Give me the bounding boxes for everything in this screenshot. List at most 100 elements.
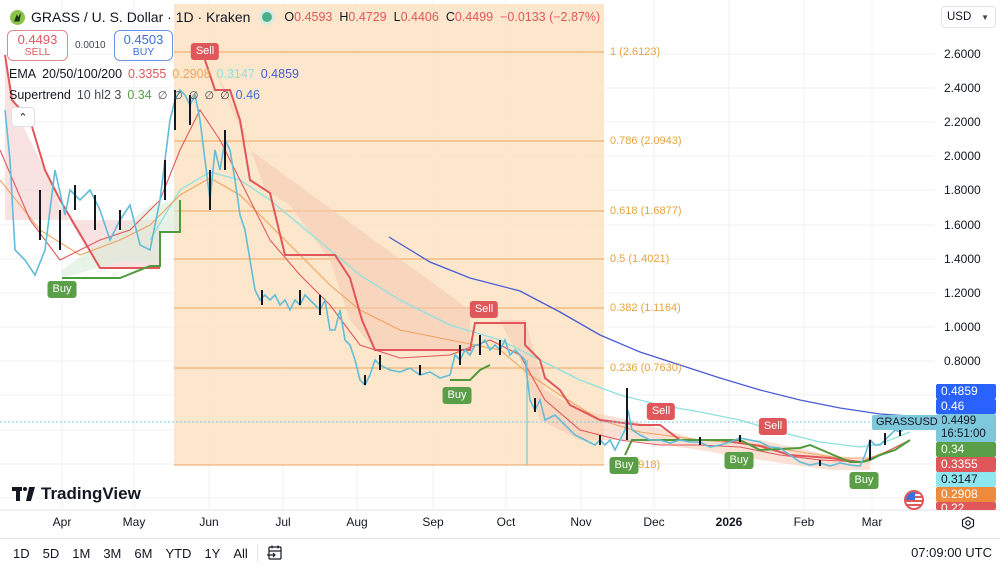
buy-label: BUY — [132, 46, 155, 58]
supertrend-down-line — [4, 54, 160, 269]
ema-50-price-tag: 0.2908 — [936, 487, 996, 502]
x-axis-label: Nov — [570, 515, 592, 529]
price-chart-canvas[interactable] — [0, 0, 1000, 540]
sell-signal: Sell — [646, 403, 676, 420]
ema-100-line — [149, 171, 911, 448]
settings-icon[interactable] — [961, 516, 975, 530]
spread-value: 0.0010 — [75, 40, 106, 51]
ema-50-value: 0.2908 — [172, 67, 211, 81]
toolbar-divider — [256, 544, 258, 562]
ema-50-line — [0, 177, 911, 459]
ema-100-value: 0.3147 — [216, 67, 255, 81]
ema-20-line — [0, 108, 911, 463]
y-axis-label: 1.4000 — [944, 252, 981, 266]
buy-signal: Buy — [724, 452, 754, 469]
ema-20-price-tag: 0.3355 — [936, 457, 996, 472]
ema-200-price-tag: 0.4859 — [936, 384, 996, 399]
fib-label-05: 0.5 (1.4021) — [610, 253, 670, 265]
x-axis-label: Oct — [496, 515, 516, 529]
ema-100-price-tag: 0.3147 — [936, 472, 996, 487]
market-status-icon[interactable] — [262, 12, 273, 22]
null-value-icon: ∅ — [173, 89, 183, 102]
sell-signal: Sell — [190, 43, 220, 60]
range-1m-button[interactable]: 1M — [72, 545, 91, 561]
null-value-icon: ∅ — [220, 89, 230, 102]
tradingview-wordmark: TradingView — [41, 484, 141, 503]
symbol-header: GRASS / U. S. Dollar · 1D · Kraken O0.45… — [10, 6, 600, 28]
y-axis-label: 0.8000 — [944, 354, 981, 368]
buy-signal: Buy — [609, 457, 639, 474]
us-flag-icon[interactable] — [904, 490, 924, 510]
x-axis-label: May — [122, 515, 146, 529]
grass-logo-icon — [10, 9, 25, 25]
sell-signal: Sell — [758, 418, 788, 435]
fib-label-1: 1 (2.6123) — [610, 46, 661, 58]
open-value: 0.4593 — [294, 10, 333, 24]
y-axis-label: 2.0000 — [944, 149, 981, 163]
x-axis-label: Aug — [346, 515, 368, 529]
x-axis-label: Apr — [52, 515, 72, 529]
tradingview-logo-icon — [12, 487, 36, 501]
go-to-date-icon[interactable] — [266, 544, 284, 562]
x-axis-label: Sep — [422, 515, 444, 529]
y-axis-label: 2.2000 — [944, 115, 981, 129]
utc-clock[interactable]: 07:09:00 UTC — [911, 545, 992, 560]
y-axis-label: 2.4000 — [944, 81, 981, 95]
range-ytd-button[interactable]: YTD — [165, 545, 192, 561]
ema-legend[interactable]: EMA 20/50/100/200 0.3355 0.2908 0.3147 0… — [9, 67, 299, 81]
null-value-icon: ∅ — [188, 89, 199, 102]
close-label: C — [445, 10, 455, 24]
buy-button[interactable]: 0.4503 BUY — [114, 30, 173, 61]
supertrend-up-line — [62, 200, 181, 279]
supertrend-name: Supertrend — [9, 88, 71, 102]
high-label: H — [339, 10, 349, 24]
range-3m-button[interactable]: 3M — [103, 545, 122, 561]
x-axis-label: Jul — [275, 515, 291, 529]
ema-params: 20/50/100/200 — [42, 67, 123, 81]
range-all-button[interactable]: All — [233, 545, 248, 561]
symbol-title[interactable]: GRASS / U. S. Dollar · 1D · Kraken — [31, 9, 251, 25]
range-toolbar: 1D 5D 1M 3M 6M YTD 1Y All 07:09:00 UTC — [0, 538, 1000, 567]
ema-200-line — [388, 236, 911, 417]
fib-label-0618: 0.618 (1.6877) — [610, 205, 682, 217]
fib-label-0382: 0.382 (1.1164) — [610, 302, 681, 314]
symbol-tag: GRASSUSD — [872, 415, 942, 430]
buy-price: 0.4503 — [123, 32, 164, 47]
tradingview-logo[interactable]: TradingView — [12, 484, 141, 504]
sell-price: 0.4493 — [17, 32, 58, 47]
range-1d-button[interactable]: 1D — [13, 545, 30, 561]
bar-countdown: 16:51:00 — [941, 428, 986, 440]
supertrend-up-value: 0.34 — [127, 88, 152, 102]
last-price-tag: 0.4499 16:51:00 — [936, 414, 996, 442]
chevron-down-icon: ▼ — [981, 12, 989, 22]
sell-label: SELL — [24, 46, 51, 58]
ema-20-value: 0.3355 — [128, 67, 167, 81]
change-value: −0.0133 (−2.87%) — [500, 10, 601, 24]
supertrend-legend[interactable]: Supertrend 10 hl2 3 0.34 ∅ ∅ ∅ ∅ ∅ 0.46 — [9, 88, 260, 102]
ohlc-values: O0.4593 H0.4729 L0.4406 C0.4499 −0.0133 … — [284, 10, 600, 24]
open-label: O — [284, 10, 295, 24]
currency-value: USD — [947, 11, 972, 23]
currency-select[interactable]: USD ▼ — [941, 6, 996, 28]
close-value: 0.4499 — [454, 10, 494, 24]
y-axis-label: 1.2000 — [944, 286, 981, 300]
y-axis-label: 1.6000 — [944, 218, 981, 232]
null-value-icon: ∅ — [157, 89, 168, 102]
low-label: L — [393, 10, 401, 24]
chevron-up-icon: ⌃ — [18, 111, 28, 124]
supertrend-up-line-2 — [450, 364, 491, 381]
y-axis-label: 1.8000 — [944, 183, 981, 197]
buy-signal: Buy — [849, 472, 879, 489]
buy-signal: Buy — [47, 281, 77, 298]
range-6m-button[interactable]: 6M — [134, 545, 153, 561]
ema-200-value: 0.4859 — [260, 67, 299, 81]
y-axis-label: 1.0000 — [944, 320, 981, 334]
collapse-legend-button[interactable]: ⌃ — [11, 107, 35, 127]
price-line — [4, 88, 911, 467]
sell-button[interactable]: 0.4493 SELL — [7, 30, 68, 61]
x-axis-label: Jun — [199, 515, 219, 529]
range-1y-button[interactable]: 1Y — [204, 545, 221, 561]
low-value: 0.4406 — [400, 10, 439, 24]
range-5d-button[interactable]: 5D — [42, 545, 60, 561]
